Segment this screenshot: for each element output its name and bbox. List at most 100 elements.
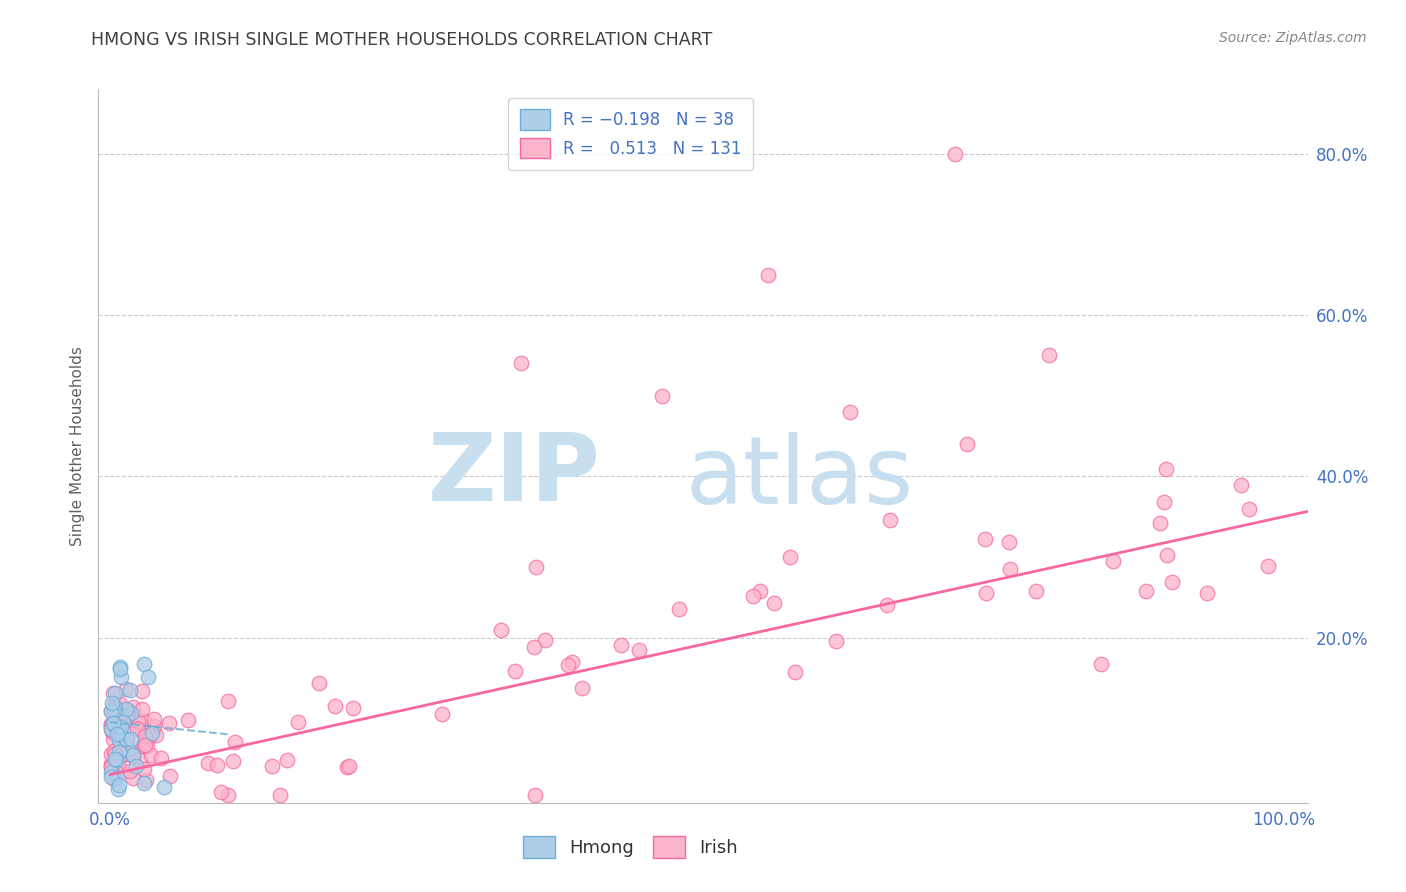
Point (125, 759, 148, 773)
Point (111, 718, 134, 732)
Point (571, 681, 593, 696)
Point (998, 535, 1021, 549)
Point (205, 758, 228, 772)
Point (143, 712, 166, 726)
Point (114, 747, 136, 762)
Point (103, 714, 125, 728)
Point (112, 711, 135, 725)
Point (138, 728, 160, 742)
Point (825, 633, 848, 648)
Point (651, 389, 673, 403)
Point (141, 748, 163, 763)
Point (103, 686, 125, 700)
Point (533, 633, 555, 648)
Point (103, 704, 125, 718)
Point (108, 698, 131, 712)
Point (1156, 548, 1178, 562)
Point (503, 664, 526, 678)
Point (779, 549, 801, 564)
Point (1090, 657, 1112, 672)
Point (1161, 575, 1184, 590)
Point (115, 703, 138, 717)
Point (217, 694, 239, 708)
Y-axis label: Single Mother Households: Single Mother Households (70, 346, 86, 546)
Point (100, 723, 122, 737)
Point (132, 739, 155, 753)
Point (100, 724, 122, 739)
Point (121, 706, 143, 720)
Point (1149, 516, 1171, 531)
Point (105, 727, 128, 741)
Point (143, 719, 166, 733)
Point (153, 780, 176, 794)
Point (287, 715, 309, 730)
Point (1154, 461, 1177, 475)
Point (112, 714, 135, 729)
Point (132, 657, 155, 672)
Point (108, 723, 131, 737)
Point (222, 755, 245, 769)
Point (101, 696, 124, 710)
Point (136, 725, 159, 739)
Point (115, 709, 138, 723)
Point (108, 659, 131, 673)
Point (100, 720, 122, 734)
Point (103, 717, 125, 731)
Point (132, 735, 155, 749)
Point (432, 707, 454, 722)
Point (135, 773, 157, 788)
Point (337, 758, 360, 772)
Point (108, 777, 131, 791)
Text: HMONG VS IRISH SINGLE MOTHER HOUSEHOLDS CORRELATION CHART: HMONG VS IRISH SINGLE MOTHER HOUSEHOLDS … (91, 31, 713, 49)
Point (108, 759, 131, 773)
Point (100, 718, 122, 732)
Point (1025, 583, 1047, 598)
Point (111, 747, 134, 761)
Point (104, 701, 127, 715)
Point (100, 757, 122, 772)
Point (308, 676, 330, 690)
Point (945, 146, 967, 161)
Point (110, 727, 132, 741)
Point (763, 596, 786, 610)
Point (1257, 559, 1279, 574)
Text: ZIP: ZIP (427, 428, 600, 521)
Point (838, 405, 860, 419)
Point (107, 732, 129, 747)
Point (135, 739, 157, 753)
Point (104, 752, 127, 766)
Point (262, 759, 284, 773)
Point (104, 710, 127, 724)
Point (118, 744, 141, 758)
Point (110, 720, 132, 734)
Point (101, 686, 124, 700)
Point (785, 665, 807, 680)
Point (103, 698, 125, 712)
Point (561, 655, 583, 669)
Point (100, 747, 122, 761)
Point (111, 739, 134, 754)
Point (122, 700, 145, 714)
Point (136, 670, 159, 684)
Point (1153, 495, 1175, 509)
Point (876, 598, 898, 612)
Point (103, 704, 125, 718)
Point (122, 747, 145, 762)
Point (749, 583, 772, 598)
Point (101, 731, 124, 746)
Text: atlas: atlas (686, 432, 914, 524)
Point (129, 753, 152, 767)
Point (125, 722, 148, 736)
Point (122, 707, 145, 722)
Point (115, 681, 138, 696)
Point (177, 713, 200, 727)
Point (557, 657, 579, 672)
Point (197, 756, 219, 770)
Point (104, 747, 127, 761)
Point (145, 727, 167, 741)
Point (104, 764, 127, 779)
Point (103, 716, 125, 731)
Point (115, 701, 138, 715)
Point (336, 760, 359, 774)
Point (118, 683, 141, 698)
